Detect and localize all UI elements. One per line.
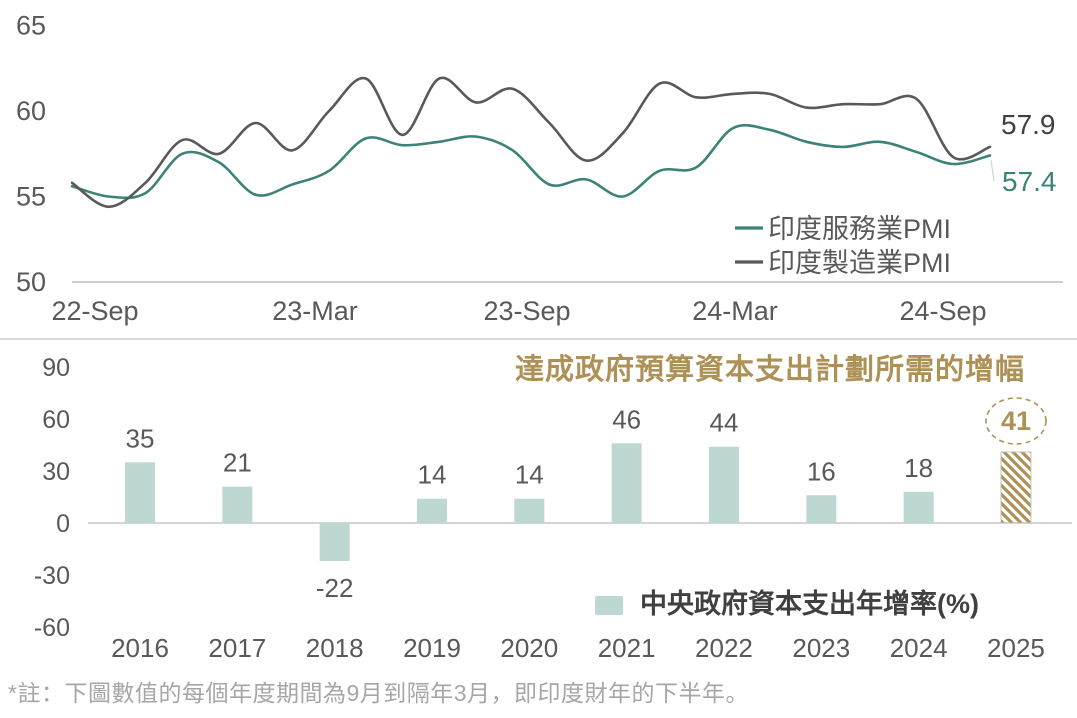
legend-item-label: 印度製造業PMI (768, 248, 951, 278)
legend-item-label: 印度服務業PMI (768, 214, 951, 244)
bar-2025-highlight (1000, 451, 1032, 524)
bar-2017 (222, 486, 253, 523)
x-axis-tick-label: 23-Mar (272, 296, 358, 326)
y-axis-tick-label: 60 (16, 96, 46, 126)
bar-value-label: 46 (612, 404, 641, 434)
bar-value-label: 44 (710, 408, 739, 438)
bar-value-label: 21 (223, 448, 252, 478)
capex-growth-bar-chart: 達成政府預算資本支出計劃所需的增幅 90 60 30 0 -30 -60 35 21 -22 14 1… (34, 352, 1072, 663)
year-label: 2020 (500, 633, 558, 663)
bar-value-label: 18 (904, 453, 933, 483)
manufacturing-pmi-line (70, 76, 992, 209)
year-label: 2017 (208, 633, 266, 663)
x-axis-tick-label: 23-Sep (483, 296, 570, 326)
year-label: 2024 (890, 633, 948, 663)
y-axis-tick-label: 50 (16, 267, 46, 297)
x-axis-tick-label: 24-Mar (692, 296, 778, 326)
year-label: 2018 (306, 633, 364, 663)
bar-legend-label: 中央政府資本支出年增率(%) (640, 588, 979, 619)
y-axis-tick-label: 30 (42, 458, 70, 486)
highlight-dashed-circle (985, 397, 1047, 445)
services-end-value-label: 57.4 (1002, 166, 1057, 197)
highlight-value-label: 41 (1001, 406, 1031, 436)
year-label: 2016 (111, 633, 169, 663)
manufacturing-end-value-label: 57.9 (1001, 109, 1056, 140)
year-label: 2019 (403, 633, 461, 663)
y-axis-tick-label: 55 (16, 182, 46, 212)
y-axis-tick-label: 90 (42, 354, 70, 382)
x-axis-tick-label: 24-Sep (899, 296, 986, 326)
y-axis-tick-label: 60 (42, 406, 70, 434)
bar-value-label: 35 (126, 423, 155, 453)
services-pmi-line (70, 123, 992, 200)
bar-value-label: 14 (418, 460, 447, 490)
end-label-leader (990, 159, 995, 182)
bar-2018 (319, 523, 350, 562)
bar-2024 (903, 491, 934, 523)
bar-value-label: 14 (515, 460, 544, 490)
bar-2023 (806, 495, 837, 523)
bar-chart-title: 達成政府預算資本支出計劃所需的增幅 (515, 352, 1025, 386)
bar-2020 (514, 498, 545, 523)
y-axis-tick-label: -30 (34, 562, 70, 590)
footnote: *註：下圖數值的每個年度期間為9月到隔年3月，即印度財年的下半年。 (8, 680, 750, 706)
x-axis-tick-label: 22-Sep (51, 296, 138, 326)
bar-value-label: 16 (807, 456, 836, 486)
year-label: 2025 (987, 633, 1045, 663)
bar-2016 (125, 462, 155, 523)
bar-2019 (416, 498, 447, 523)
y-axis-tick-label: 0 (56, 510, 70, 538)
bar-2021 (611, 443, 642, 523)
year-label: 2023 (792, 633, 850, 663)
legend-square-swatch (595, 596, 623, 615)
y-axis-tick-label: 65 (16, 11, 46, 41)
year-label: 2022 (695, 633, 753, 663)
bar-value-label: -22 (316, 573, 354, 603)
bar-2022 (708, 446, 739, 523)
year-label: 2021 (598, 633, 656, 663)
panel-divider (0, 338, 1077, 340)
y-axis-tick-label: -60 (34, 614, 70, 642)
